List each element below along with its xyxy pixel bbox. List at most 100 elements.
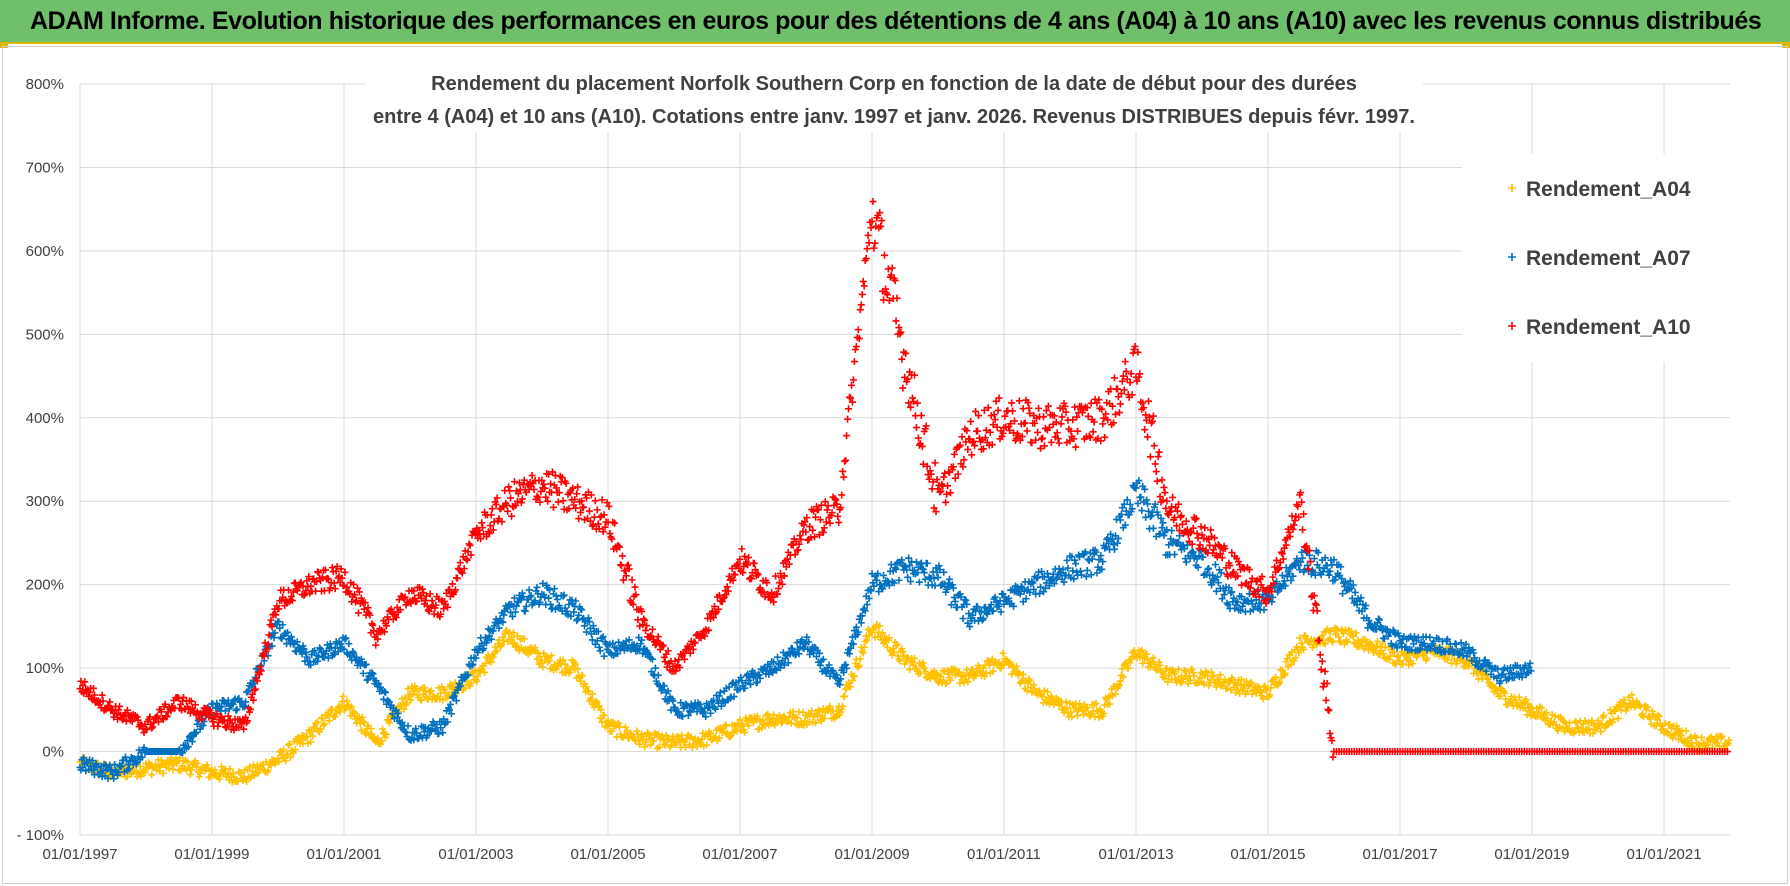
data-point — [428, 597, 436, 605]
data-point — [1275, 678, 1283, 686]
data-point — [193, 759, 201, 767]
data-point — [1031, 419, 1039, 427]
data-point — [1321, 640, 1329, 648]
data-point — [1290, 521, 1298, 529]
data-point — [367, 725, 375, 733]
data-point — [600, 511, 608, 519]
data-point — [1221, 587, 1229, 595]
data-point — [1554, 727, 1562, 735]
data-point — [1585, 725, 1593, 733]
data-point — [350, 708, 358, 716]
data-point — [880, 571, 888, 579]
data-point — [1026, 677, 1034, 685]
data-point — [822, 518, 830, 526]
data-point — [1054, 435, 1062, 443]
data-point — [608, 535, 616, 543]
data-point — [155, 767, 163, 775]
data-point — [1426, 633, 1434, 641]
data-point — [1193, 530, 1201, 538]
data-point — [1168, 527, 1176, 535]
data-point — [1131, 342, 1139, 350]
data-point — [223, 721, 231, 729]
data-point — [128, 717, 136, 725]
data-point — [369, 670, 377, 678]
data-point — [394, 709, 402, 717]
data-point — [412, 725, 420, 733]
data-point — [232, 706, 240, 714]
data-point — [802, 528, 810, 536]
data-point — [628, 576, 636, 584]
data-point — [216, 775, 224, 783]
data-point — [911, 412, 919, 420]
data-point — [1294, 502, 1302, 510]
data-point — [213, 710, 221, 718]
data-point — [651, 641, 659, 649]
data-point — [1279, 555, 1287, 563]
data-point — [418, 585, 426, 593]
data-point — [341, 568, 349, 576]
data-point — [530, 486, 538, 494]
data-point — [979, 615, 987, 623]
data-point — [1277, 584, 1285, 592]
data-point — [1542, 708, 1550, 716]
data-point — [1515, 693, 1523, 701]
data-point — [836, 681, 844, 689]
data-point — [1415, 646, 1423, 654]
data-point — [686, 708, 694, 716]
data-point — [1330, 556, 1338, 564]
data-point — [826, 519, 834, 527]
data-point — [587, 696, 595, 704]
data-point — [1163, 497, 1171, 505]
data-point — [863, 636, 871, 644]
data-point — [1336, 637, 1344, 645]
data-point — [842, 661, 850, 669]
data-point — [1110, 419, 1118, 427]
data-point — [785, 560, 793, 568]
data-point — [1303, 561, 1311, 569]
data-point — [1138, 507, 1146, 515]
data-point — [1682, 727, 1690, 735]
data-point — [180, 693, 188, 701]
data-point — [1269, 593, 1277, 601]
data-point — [1282, 541, 1290, 549]
data-point — [1199, 553, 1207, 561]
data-point — [167, 707, 175, 715]
data-point — [1378, 640, 1386, 648]
data-point — [633, 727, 641, 735]
data-point — [546, 586, 554, 594]
data-point — [464, 671, 472, 679]
data-point — [869, 198, 877, 206]
data-point — [1050, 580, 1058, 588]
data-point — [833, 707, 841, 715]
data-point — [207, 709, 215, 717]
data-point — [1011, 417, 1019, 425]
data-point — [801, 518, 809, 526]
data-point — [723, 583, 731, 591]
data-point — [510, 639, 518, 647]
data-point — [662, 731, 670, 739]
data-point — [702, 713, 710, 721]
data-point — [531, 597, 539, 605]
data-point — [1071, 556, 1079, 564]
data-point — [903, 566, 911, 574]
data-point — [353, 596, 361, 604]
data-point — [1220, 591, 1228, 599]
data-point — [1304, 565, 1312, 573]
data-point — [1223, 684, 1231, 692]
data-point — [865, 594, 873, 602]
data-point — [584, 687, 592, 695]
data-point — [978, 668, 986, 676]
data-point — [324, 654, 332, 662]
data-point — [967, 669, 975, 677]
data-point — [583, 628, 590, 636]
data-point — [840, 473, 848, 481]
data-point — [1347, 627, 1355, 635]
chart-frame — [2, 46, 1788, 884]
data-point — [148, 771, 156, 779]
data-point — [1234, 685, 1242, 693]
data-point — [879, 585, 887, 593]
data-point — [716, 688, 724, 696]
data-point — [989, 607, 997, 615]
data-point — [1043, 688, 1051, 696]
data-point — [863, 601, 871, 609]
